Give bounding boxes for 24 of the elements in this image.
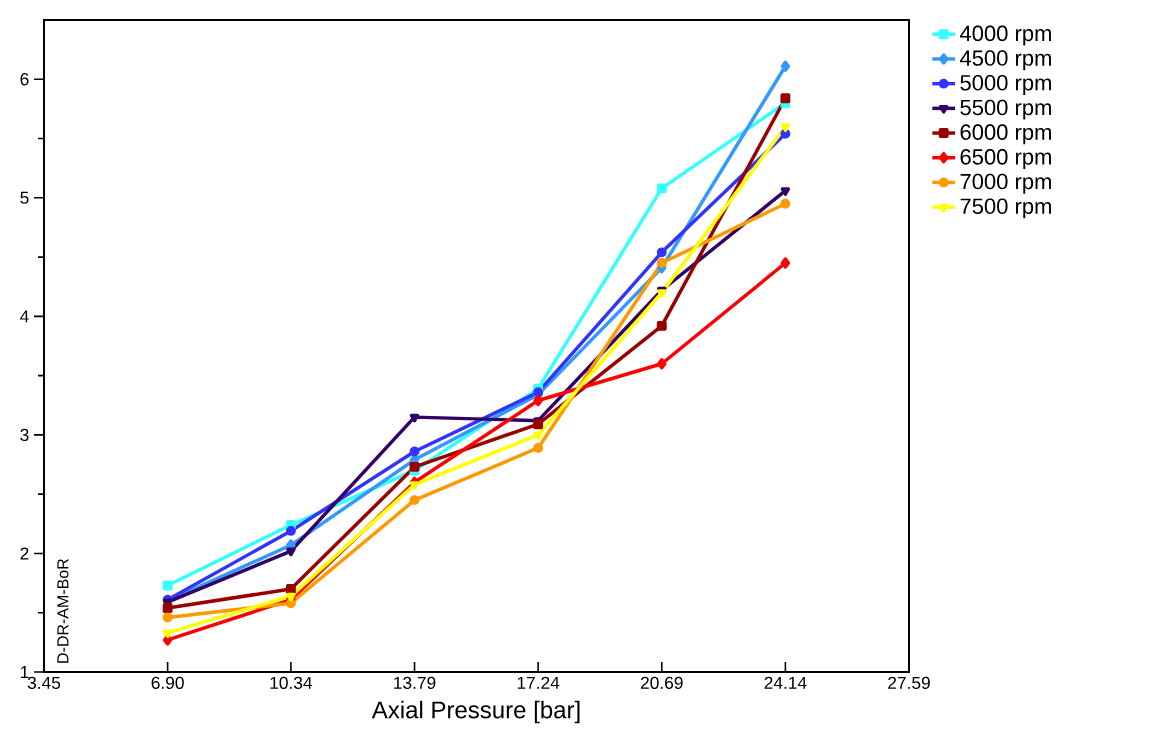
y-tick-label: 3: [20, 428, 29, 442]
x-tick-label: 27.59: [888, 676, 930, 689]
x-tick-label: 10.34: [270, 676, 313, 689]
y-tick-label: 2: [20, 547, 29, 560]
legend-label: 4500 rpm: [959, 50, 1051, 71]
y-tick-label: 6: [20, 73, 29, 86]
y-tick-label: 1: [20, 666, 29, 678]
legend-label: 5000 rpm: [960, 74, 1051, 95]
y-tick-label: 4: [20, 310, 29, 323]
legend-label: 5500 rpm: [960, 99, 1051, 120]
x-tick-label: 6.90: [151, 676, 184, 689]
x-tick-label: 20.69: [640, 676, 683, 689]
x-tick-label: 13.79: [394, 676, 436, 689]
x-tick-label: 24.14: [764, 676, 807, 689]
legend-label: 6000 rpm: [960, 124, 1051, 145]
x-tick-label: 3.45: [27, 676, 61, 689]
legend-label: 7000 rpm: [960, 173, 1051, 194]
y-tick-label: 5: [20, 191, 29, 204]
legend-label: 7500 rpm: [960, 198, 1051, 219]
legend-label: 4000 rpm: [959, 25, 1051, 46]
x-tick-label: 17.24: [517, 676, 560, 689]
annotation: D-DR-AM-BoR: [57, 558, 69, 663]
legend-label: 6500 rpm: [960, 149, 1051, 169]
x-axis-title: Axial Pressure [bar]: [371, 700, 580, 724]
